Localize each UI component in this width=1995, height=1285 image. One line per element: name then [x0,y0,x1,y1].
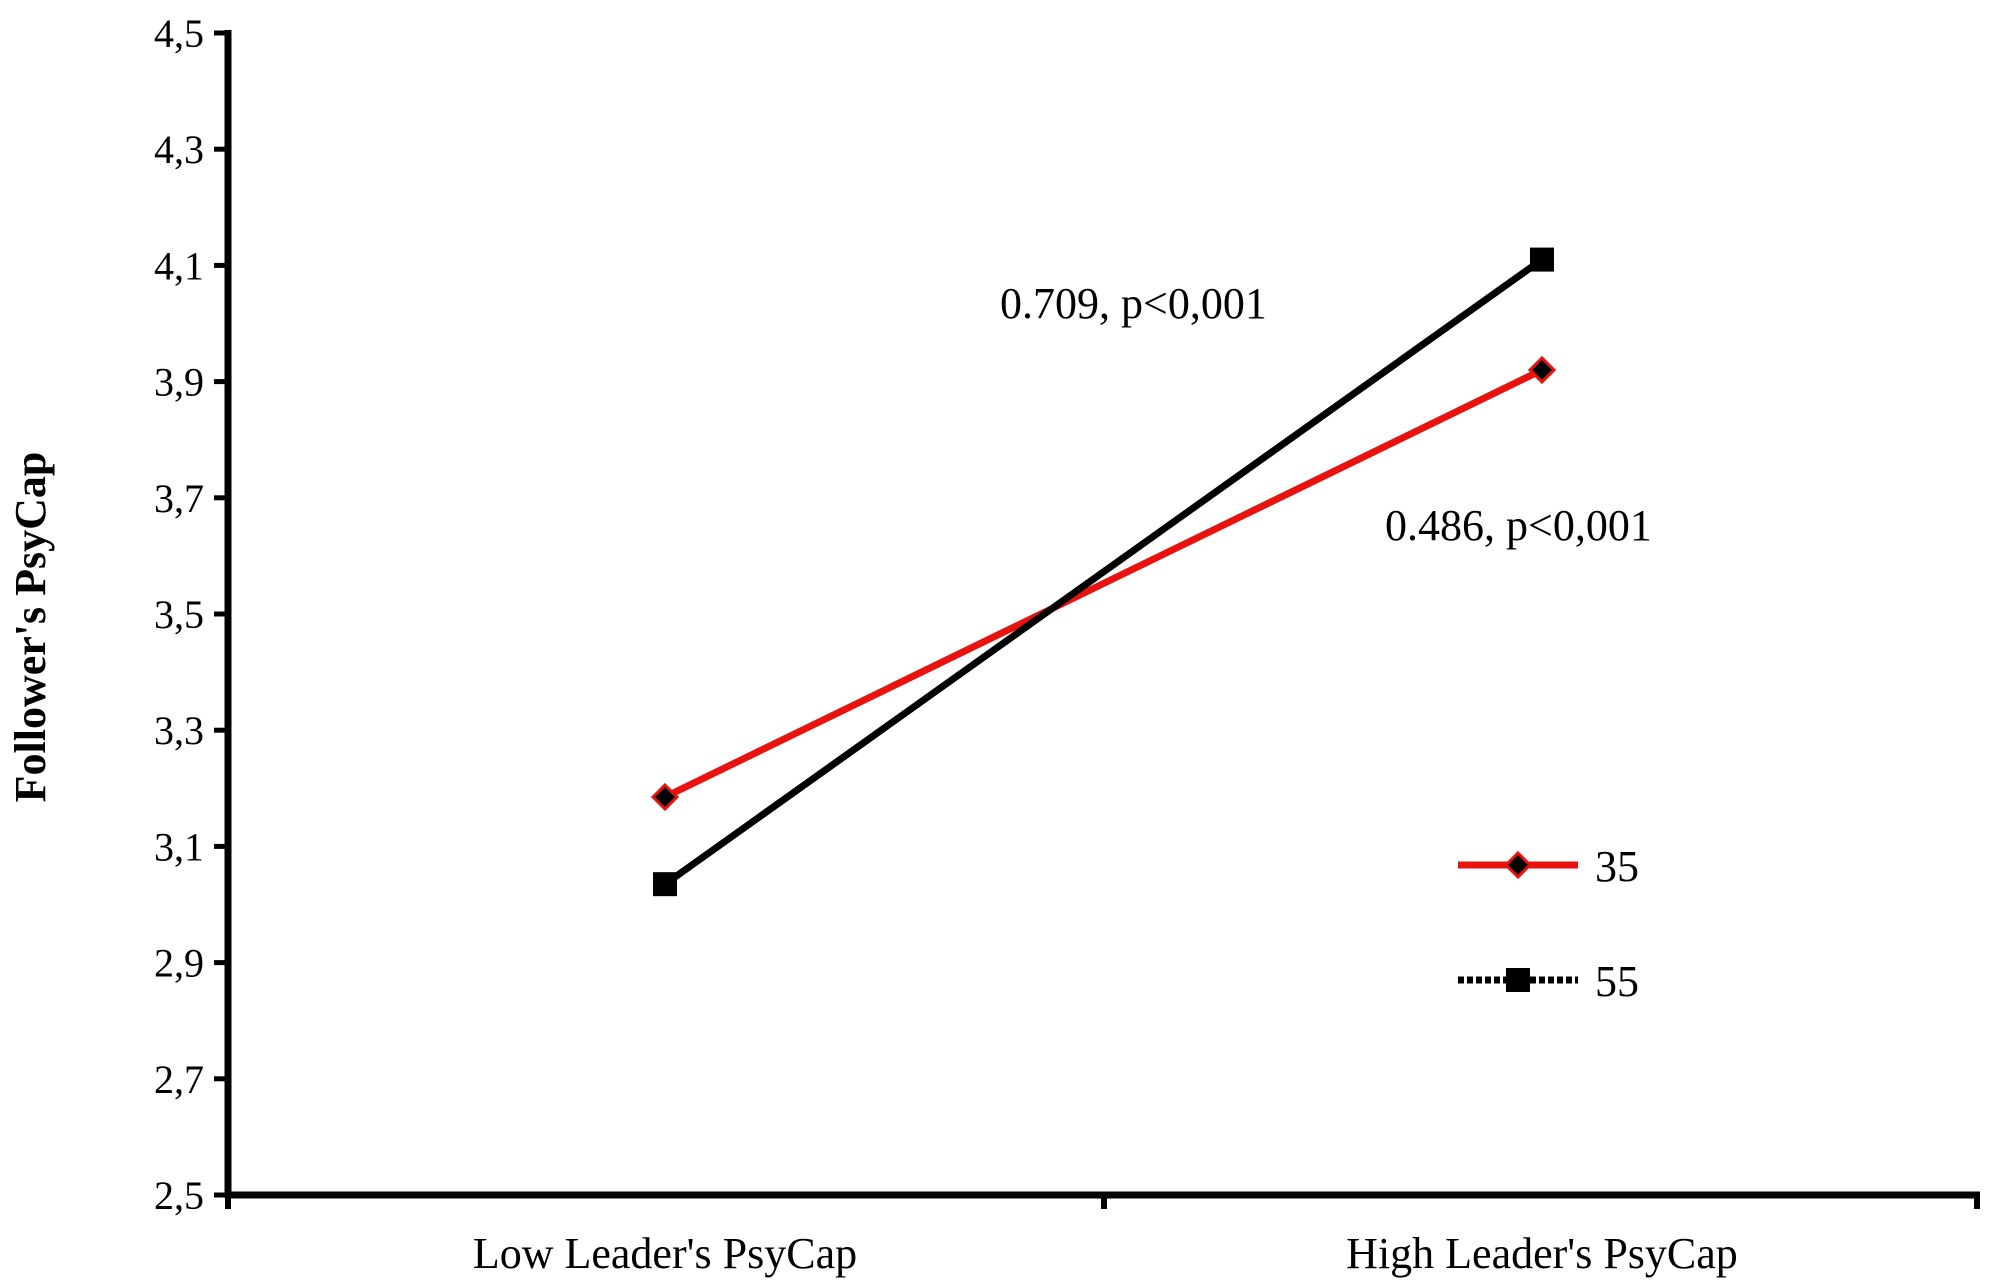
axes [224,30,1980,1209]
y-tick-label: 3,7 [154,476,204,521]
legend-label: 55 [1595,957,1639,1006]
x-category-label: Low Leader's PsyCap [473,1229,857,1278]
legend: 35 55 [1458,842,1639,1006]
legend-marker [1506,968,1530,992]
y-axis-label: Follower's PsyCap [6,452,55,803]
series-55 [653,247,1554,897]
y-tick-label: 2,9 [154,941,204,986]
series-group [650,247,1557,897]
y-tick-label: 3,1 [154,824,204,869]
y-tick-label: 2,5 [154,1173,204,1218]
data-point-55 [653,872,677,897]
annotation-slope-55: 0.709, p<0,001 [1000,279,1267,328]
legend-label: 35 [1595,842,1639,891]
series-line-55 [661,256,1546,888]
y-ticks: 2,5 2,7 2,9 3,1 3,3 3,5 3,7 3,9 4,1 4,3 4,5 [154,11,228,1218]
y-tick-label: 4,3 [154,127,204,172]
legend-item-55: 55 [1458,957,1639,1006]
legend-item-35: 35 [1458,842,1639,891]
y-tick-label: 2,7 [154,1057,204,1102]
annotation-slope-35: 0.486, p<0,001 [1385,501,1652,550]
data-point-35 [650,782,680,812]
legend-marker [1503,850,1533,880]
y-tick-label: 4,1 [154,243,204,288]
x-category-label: High Leader's PsyCap [1346,1229,1738,1278]
y-tick-label: 4,5 [154,11,204,56]
x-categories: Low Leader's PsyCap High Leader's PsyCap [473,1229,1738,1278]
y-tick-label: 3,3 [154,708,204,753]
data-point-55 [1530,247,1554,272]
y-tick-label: 3,9 [154,360,204,405]
data-point-35 [1527,355,1557,385]
series-35 [650,355,1557,812]
y-tick-label: 3,5 [154,592,204,637]
series-line-35 [661,366,1546,801]
